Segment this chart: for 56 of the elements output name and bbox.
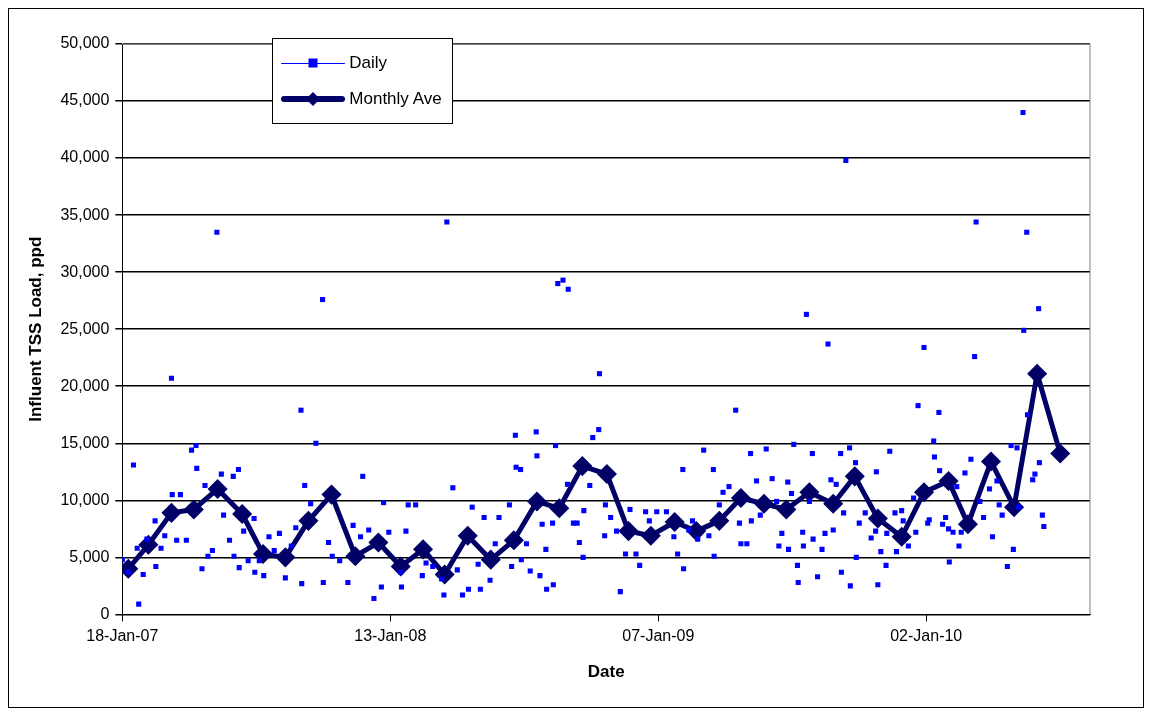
point	[892, 527, 911, 546]
point	[665, 513, 684, 531]
y-tick-label: 50,000	[60, 34, 110, 52]
y-tick-label: 30,000	[60, 262, 110, 280]
y-tick-label: 20,000	[60, 376, 110, 394]
y-tick-label: 10,000	[60, 490, 110, 508]
point	[982, 452, 1000, 471]
point	[573, 457, 592, 476]
x-axis-title: Date	[587, 662, 625, 682]
point	[414, 540, 433, 559]
point	[915, 483, 934, 502]
y-tick-label: 25,000	[60, 319, 110, 337]
y-tick-label: 5,000	[69, 547, 110, 565]
y-tick-label: 15,000	[60, 433, 110, 451]
y-axis-title: Influent TSS Load, ppd	[25, 236, 45, 422]
y-tick-label: 40,000	[60, 148, 110, 166]
point	[369, 533, 388, 552]
point	[504, 531, 523, 550]
x-tick-label: 13-Jan-08	[354, 627, 427, 645]
point	[641, 526, 660, 545]
point	[481, 550, 500, 569]
point	[939, 471, 958, 490]
point	[597, 465, 616, 484]
y-tick-label: 35,000	[60, 205, 110, 223]
point	[276, 548, 295, 567]
x-tick-label: 18-Jan-07	[86, 627, 159, 645]
point	[208, 479, 227, 498]
y-tick-label: 45,000	[60, 91, 110, 109]
y-tick-label: 0	[100, 604, 110, 622]
point	[845, 467, 864, 486]
point	[824, 494, 843, 513]
point	[754, 494, 773, 513]
point	[162, 503, 181, 522]
point	[1028, 364, 1047, 383]
point	[346, 547, 365, 566]
point	[322, 485, 341, 504]
point	[731, 489, 750, 508]
point	[299, 511, 318, 530]
point	[254, 544, 273, 563]
point	[687, 522, 706, 541]
point	[800, 483, 819, 502]
legend-label: Monthly Ave	[349, 89, 442, 109]
point	[777, 500, 796, 519]
point	[233, 505, 252, 524]
x-tick-label: 07-Jan-09	[622, 627, 695, 645]
point	[1051, 444, 1070, 463]
point	[958, 515, 977, 534]
point	[619, 522, 638, 541]
legend-label: Daily	[349, 53, 388, 73]
x-tick-label: 02-Jan-10	[890, 627, 963, 645]
point	[184, 500, 203, 519]
point	[458, 526, 477, 545]
point	[868, 509, 887, 528]
point	[527, 492, 546, 511]
point	[550, 499, 569, 518]
point	[710, 511, 729, 530]
